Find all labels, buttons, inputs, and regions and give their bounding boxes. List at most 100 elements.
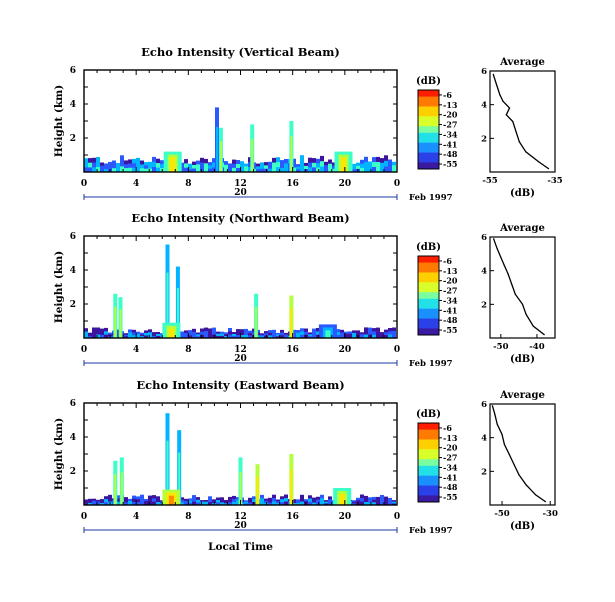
heatmap-cell: [144, 330, 148, 334]
heatmap-cell: [200, 500, 204, 502]
heatmap-cell: [88, 502, 92, 506]
heatmap-cell: [368, 499, 372, 503]
heatmap-cell: [104, 502, 108, 506]
x-tick-label: 20: [339, 345, 352, 355]
average-y-tick-label: 2: [481, 300, 487, 310]
heatmap-cell: [112, 160, 116, 165]
heatmap-cell: [280, 164, 284, 169]
heatmap-cell: [292, 332, 296, 336]
x-tick-label: 20: [339, 512, 352, 522]
colorbar-swatch: [418, 328, 439, 333]
heatmap-cell: [340, 329, 344, 333]
heatmap-cell: [116, 332, 120, 336]
heatmap-cell: [328, 159, 332, 164]
chart-title: Echo Intensity (Eastward Beam): [136, 378, 344, 392]
heatmap-cell: [292, 167, 296, 173]
heatmap-cell: [324, 161, 328, 166]
date-label: 20: [234, 188, 247, 198]
colorbar-swatch: [418, 305, 439, 310]
heatmap-cell: [244, 500, 248, 503]
colorbar-label: -6: [443, 256, 452, 266]
heatmap-cell: [232, 502, 236, 506]
heatmap-cell: [108, 498, 112, 502]
heatmap-cell: [224, 500, 228, 502]
heatmap-cell: [224, 164, 228, 169]
average-profile-point: [535, 494, 537, 496]
heatmap-cell: [392, 331, 396, 335]
colorbar-swatch: [418, 142, 439, 147]
heatmap-cell: [144, 501, 148, 504]
heatmap-cell: [364, 166, 368, 173]
heatmap-cell: [380, 501, 384, 506]
echo-spike-core: [256, 476, 259, 505]
x-tick-label: 0: [81, 345, 87, 355]
heatmap-cell: [132, 329, 136, 333]
colorbar-swatch: [418, 432, 439, 437]
heatmap-cell: [336, 335, 340, 339]
heatmap-cell: [232, 159, 236, 164]
heatmap-cell: [236, 164, 240, 169]
heatmap-cell: [308, 167, 312, 173]
heatmap-cell: [124, 164, 128, 169]
colorbar-label: -27: [443, 286, 457, 296]
heatmap-cell: [236, 168, 240, 173]
average-profile-point: [508, 453, 510, 456]
heatmap-cell: [264, 331, 268, 334]
heatmap-cell: [84, 328, 88, 332]
heatmap-cell: [360, 498, 364, 502]
heatmap-cell: [268, 165, 272, 169]
heatmap-cells: [84, 107, 396, 173]
heatmap-cell: [264, 333, 268, 336]
average-profile-point: [525, 151, 527, 153]
y-axis-label: Height (km): [53, 251, 65, 323]
heatmap-cell: [284, 332, 288, 335]
colorbar-swatch: [418, 152, 439, 157]
heatmap-cell: [372, 328, 376, 332]
y-tick-label: 4: [70, 433, 76, 443]
heatmap-cell: [208, 162, 212, 166]
heatmap-cell: [220, 502, 224, 506]
heatmap-cell: [128, 498, 132, 502]
heatmap-cell: [360, 494, 364, 499]
heatmap-cell: [300, 328, 304, 332]
heatmap-cell: [192, 165, 196, 169]
echo-spike-core: [290, 469, 293, 505]
heatmap-cell: [352, 166, 356, 170]
heatmap-cell: [88, 162, 92, 168]
heatmap-cell: [224, 161, 228, 165]
heatmap-cell: [236, 329, 240, 333]
heatmap-cell: [272, 162, 276, 168]
heatmap-cell: [276, 501, 280, 504]
heatmap-cell: [360, 159, 364, 165]
heatmap-cell: [204, 163, 208, 168]
average-profile-point: [508, 107, 511, 109]
heatmap-cell: [116, 335, 120, 339]
heatmap-cell: [228, 331, 232, 335]
date-suffix: Feb 1997: [409, 359, 453, 369]
average-y-tick-label: 6: [481, 400, 487, 410]
heatmap-cell: [200, 167, 204, 173]
colorbar-frame: [417, 89, 440, 170]
heatmap-cell: [248, 162, 252, 168]
heatmap-cell: [392, 165, 396, 169]
heatmap-cell: [200, 334, 204, 339]
heatmap-cell: [160, 160, 164, 165]
heatmap-cell: [196, 502, 200, 506]
y-axis-label: Height (km): [53, 418, 65, 490]
heatmap-cell: [248, 497, 252, 501]
colorbar-swatch: [418, 96, 439, 101]
heatmap-cell: [128, 335, 132, 339]
heatmap-cell: [364, 334, 368, 339]
heatmap-cell: [316, 496, 320, 500]
heatmap-cell: [156, 332, 160, 335]
heatmap-cell: [180, 168, 184, 173]
heatmap-cell: [152, 495, 156, 499]
heatmap-cell: [256, 163, 260, 167]
heatmap-cell: [104, 334, 108, 339]
heatmap-cell: [272, 501, 276, 506]
average-profile-point: [502, 100, 504, 102]
date-suffix: Feb 1997: [409, 526, 453, 536]
date-label: 20: [234, 521, 247, 531]
colorbar-swatch: [418, 155, 439, 160]
y-tick-label: 4: [70, 266, 76, 276]
